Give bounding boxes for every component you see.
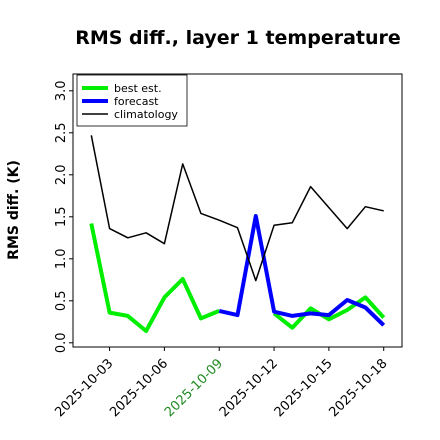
x-tick-label: 2025-10-06 <box>107 356 171 420</box>
x-tick-label: 2025-10-18 <box>327 356 391 420</box>
series-line-best-est <box>272 295 386 330</box>
x-tick-label: 2025-10-09 <box>162 356 226 420</box>
legend-label-best-est: best est. <box>114 82 162 95</box>
y-axis-label: RMS diff. (K) <box>6 160 22 260</box>
series-line-climatology <box>90 135 384 282</box>
chart-title: RMS diff., layer 1 temperature <box>75 27 401 49</box>
legend: best est. forecast climatology <box>76 74 188 127</box>
y-tick-label: 0.0 <box>54 332 69 353</box>
x-axis: 2025-10-032025-10-062025-10-092025-10-12… <box>52 347 391 420</box>
y-tick-label: 1.0 <box>54 248 69 269</box>
y-tick-label: 2.0 <box>54 164 69 185</box>
x-tick-label: 2025-10-12 <box>217 356 281 420</box>
legend-label-forecast: forecast <box>114 95 159 108</box>
series-line-best-est <box>89 223 220 333</box>
y-tick-label: 0.5 <box>54 290 69 311</box>
y-axis: 0.0 0.5 1.0 1.5 2.0 2.5 3.0 <box>54 80 73 353</box>
x-tick-label: 2025-10-15 <box>272 356 336 420</box>
y-tick-label: 2.5 <box>54 122 69 143</box>
x-tick-label: 2025-10-03 <box>52 356 116 420</box>
y-tick-label: 1.5 <box>54 206 69 227</box>
plot-frame <box>72 73 403 348</box>
y-tick-label: 3.0 <box>54 80 69 101</box>
series-line-forecast <box>218 214 386 327</box>
plot-area <box>89 135 386 333</box>
legend-label-climatology: climatology <box>114 108 178 121</box>
